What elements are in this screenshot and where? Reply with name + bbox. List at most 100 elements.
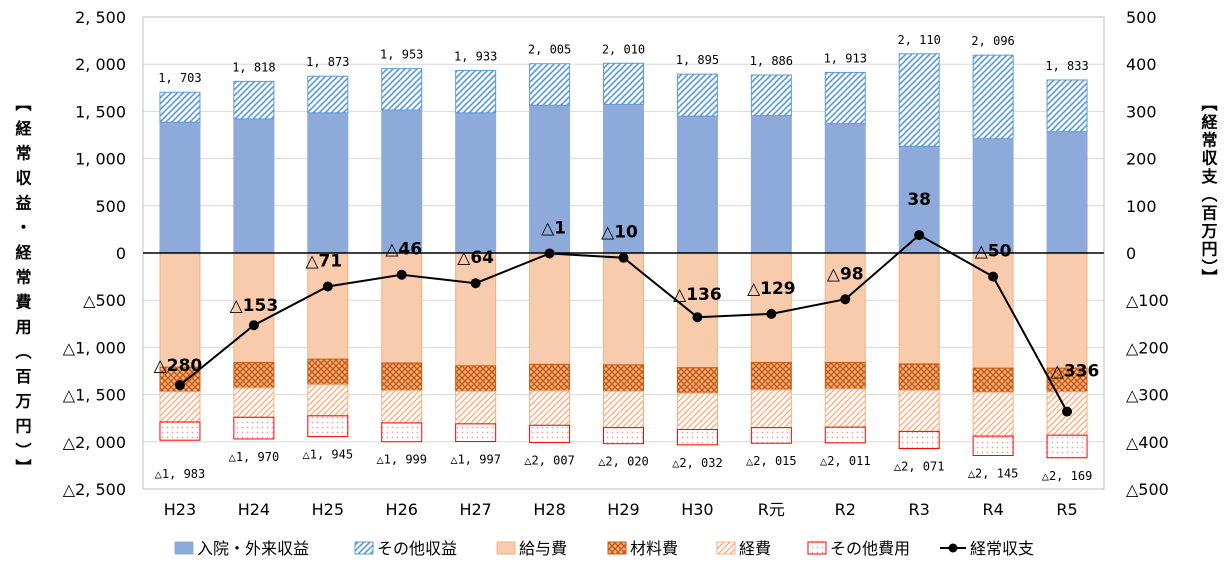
balance-point [766,308,777,319]
balance-value-label: △1 [541,218,566,238]
bar-segment [159,252,201,368]
expense-total-label: △1, 970 [229,450,280,464]
bar-segment [972,138,1014,254]
bar-segment [307,358,349,386]
left-tick-label: 1, 000 [75,150,126,169]
right-tick-label: △500 [1126,480,1169,499]
bar-segment [972,435,1014,456]
right-tick-label: 200 [1126,150,1157,169]
balance-point [248,320,259,331]
bar-segment [455,70,497,114]
bar-segment [750,252,792,364]
category-label: H25 [312,500,344,519]
legend-label: 給与費 [519,539,567,558]
balance-value-label: △71 [305,252,342,272]
legend-label: 入院・外来収益 [197,539,309,558]
category-label: R元 [758,500,785,519]
category-label: R2 [835,500,856,519]
bars [159,53,1088,459]
expense-total-label: △1, 999 [376,453,427,467]
balance-value-label: △153 [230,296,279,316]
bar-segment [1046,252,1088,369]
balance-point [914,230,925,241]
bar-segment [455,390,497,425]
bar-segment [233,362,275,389]
balance-line [174,230,1073,417]
bar-segment [824,123,866,254]
bar-segment [972,391,1014,437]
left-tick-label: △1, 000 [63,338,126,357]
bar-segment [455,365,497,392]
left-tick-label: △2, 000 [63,433,126,452]
right-tick-label: 500 [1126,8,1157,27]
bar-segment [159,391,201,423]
expense-total-label: △2, 032 [672,456,723,470]
category-label: H24 [238,500,270,519]
bar-segment [972,367,1014,393]
category-label: H23 [164,500,196,519]
left-tick-label: 500 [95,197,126,216]
balance-value-label: △136 [673,285,722,305]
bar-segment [898,53,940,147]
revenue-total-label: 1, 886 [750,54,793,68]
balance-value-label: △98 [827,264,864,284]
balance-point [618,252,629,263]
bar-segment [898,363,940,391]
bar-segment [1046,79,1088,133]
balance-value-label: △10 [601,223,638,243]
balance-point [544,248,555,259]
legend: 入院・外来収益 その他収益 給与費 材料費 経費 その他費用 経常収支 [174,539,1034,558]
bar-segment [824,426,866,444]
bar-segment [307,384,349,417]
bar-segment [159,421,201,441]
bar-segment [898,389,940,432]
bar-segment [307,112,349,254]
bar-segment [381,422,423,443]
legend-marker [948,543,958,553]
bar-segment [1046,131,1088,254]
bar-segment [159,91,201,123]
bar-segment [676,367,718,394]
bar-segment [750,427,792,444]
bar-segment [603,62,644,105]
balance-point [988,271,999,282]
legend-label: 経費 [739,539,771,558]
right-tick-label: △100 [1126,291,1169,310]
balance-point [840,294,851,305]
left-tick-label: 1, 500 [75,102,126,121]
data-labels: 1, 703 △1, 983 1, 818 △1, 970 1, 873 △1, 945 1… [154,33,1100,483]
balance-point [396,269,407,280]
bar-segment [529,63,571,106]
legend-swatch [496,541,516,555]
left-axis-title: 【経常収益・経常費用（百万円）】 [13,95,33,475]
balance-point [692,312,703,323]
left-tick-label: △2, 500 [63,480,126,499]
expense-total-label: △1, 983 [155,467,206,481]
bar-segment [233,80,275,120]
revenue-total-label: 1, 818 [232,60,275,74]
bar-segment [381,389,423,424]
category-label: H26 [386,500,418,519]
bar-segment [824,71,866,125]
left-tick-label: 2, 500 [75,8,126,27]
bar-segment [1046,434,1088,459]
category-label: R3 [909,500,930,519]
category-label: H28 [533,500,565,519]
bar-segment [529,424,571,443]
category-label: H29 [607,500,639,519]
expense-total-label: △2, 015 [746,454,797,468]
balance-value-label: △129 [747,279,796,299]
right-tick-label: 300 [1126,102,1157,121]
bar-segment [381,68,423,111]
balance-point [470,278,481,289]
balance-value-label: △280 [154,356,203,376]
expense-total-label: △1, 945 [303,448,354,462]
expense-total-label: △2, 020 [598,455,649,469]
bar-segment [824,388,866,428]
legend-label: その他費用 [830,539,910,558]
revenue-total-label: 1, 703 [158,71,201,85]
bar-segment [307,252,349,360]
bar-segment [676,429,718,446]
bar-segment [750,389,792,429]
